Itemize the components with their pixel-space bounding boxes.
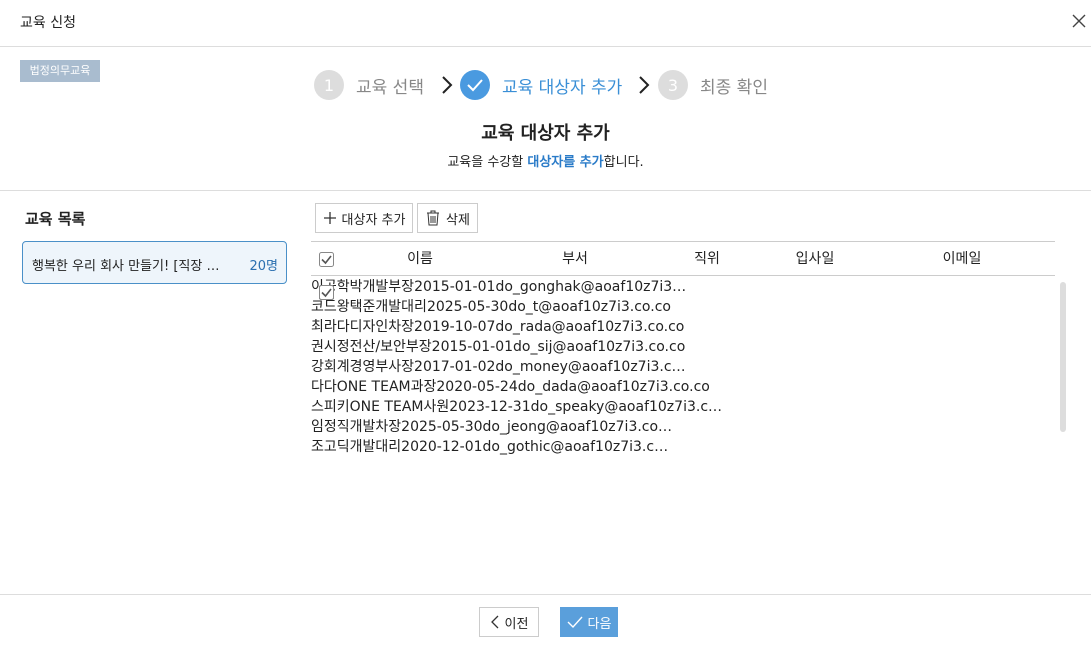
table-row[interactable]: 코드왕택준개발대리2025-05-30do_t@aoaf10z7i3.co.co bbox=[311, 285, 1055, 316]
cell: 부장 bbox=[405, 339, 432, 355]
cell: 조고딕 bbox=[311, 439, 350, 455]
cell: do_speaky@aoaf10z7i3.c… bbox=[530, 399, 723, 415]
dialog-title: 교육 신청 bbox=[20, 15, 76, 31]
cell: 개발 bbox=[375, 299, 402, 315]
delete-button[interactable]: 삭제 bbox=[417, 203, 478, 233]
text-bold: 대상자를 추가 bbox=[527, 155, 604, 170]
cell: 경영 bbox=[349, 359, 376, 375]
cell: do_money@aoaf10z7i3.c… bbox=[495, 359, 686, 375]
column-header: 이메일 bbox=[942, 251, 982, 267]
course-item[interactable]: 행복한 우리 회사 만들기! [직장 … 20명 bbox=[22, 241, 287, 284]
cell: 임정직 bbox=[311, 419, 350, 435]
cell: 차장 bbox=[375, 419, 402, 435]
label: 다음 bbox=[587, 616, 612, 632]
step-check bbox=[460, 70, 490, 100]
cell: 개발 bbox=[349, 439, 376, 455]
table-row[interactable]: 스피키ONE TEAM사원2023-12-31do_speaky@aoaf10z… bbox=[311, 285, 1055, 416]
cell: 최라다 bbox=[311, 319, 350, 335]
cell: do_dada@aoaf10z7i3.co.co bbox=[517, 379, 710, 395]
label: 이전 bbox=[504, 616, 529, 632]
cell: 전산/보안 bbox=[349, 339, 406, 355]
cell: 2015-01-01 bbox=[414, 279, 496, 295]
cell: 2025-05-30 bbox=[426, 299, 509, 315]
column-header: 이름 bbox=[407, 251, 433, 267]
cell: do_rada@aoaf10z7i3.co.co bbox=[495, 319, 685, 335]
chevron bbox=[442, 76, 453, 94]
cell: 2025-05-30 bbox=[401, 419, 483, 435]
cell: 2020-12-01 bbox=[401, 439, 483, 455]
label: 대상자 추가 bbox=[341, 212, 406, 228]
close-button[interactable] bbox=[1071, 13, 1087, 29]
table-row[interactable]: 권시정전산/보안부장2015-01-01do_sij@aoaf10z7i3.co… bbox=[311, 285, 1055, 356]
cell: 권시정 bbox=[311, 339, 350, 355]
checkbox[interactable] bbox=[319, 285, 334, 304]
table-row[interactable]: 이공학박개발부장2015-01-01do_gonghak@aoaf10z7i3… bbox=[311, 276, 1055, 300]
checkbox[interactable] bbox=[319, 252, 334, 271]
prev-button[interactable]: 이전 bbox=[479, 607, 539, 637]
step: 1 교육 선택 bbox=[314, 70, 424, 100]
cell: do_t@aoaf10z7i3.co.co bbox=[508, 299, 671, 315]
cell: 대리 bbox=[375, 439, 402, 455]
column-header: 직위 bbox=[694, 251, 720, 267]
cell: 개발 bbox=[362, 279, 389, 295]
label: 삭제 bbox=[446, 212, 470, 228]
step-number: 3 bbox=[658, 70, 688, 100]
cell: 다다 bbox=[311, 379, 337, 395]
course-name: 행복한 우리 회사 만들기! [직장 … bbox=[32, 259, 220, 274]
cell: 2015-01-01 bbox=[431, 339, 514, 355]
step-label: 교육 선택 bbox=[356, 77, 424, 98]
step-number: 1 bbox=[314, 70, 344, 100]
cell: 개발 bbox=[349, 419, 376, 435]
step-label: 최종 확인 bbox=[700, 77, 768, 98]
cell: 부사장 bbox=[375, 359, 415, 375]
cell: 디자인 bbox=[349, 319, 389, 335]
course-count: 20명 bbox=[249, 259, 278, 274]
column-header: 부서 bbox=[562, 251, 588, 267]
cell: do_sij@aoaf10z7i3.co.co bbox=[513, 339, 686, 355]
cell: 차장 bbox=[388, 319, 415, 335]
text: 교육을 수강할 bbox=[447, 155, 528, 170]
step: 교육 대상자 추가 bbox=[460, 70, 622, 100]
table-row[interactable]: 조고딕개발대리2020-12-01do_gothic@aoaf10z7i3.c… bbox=[311, 285, 1055, 456]
scrollbar bbox=[1060, 282, 1066, 432]
cell: ONE TEAM bbox=[349, 399, 424, 415]
table-row[interactable]: 강회계경영부사장2017-01-02do_money@aoaf10z7i3.c… bbox=[311, 285, 1055, 376]
step-label: 교육 대상자 추가 bbox=[502, 77, 623, 98]
table-row[interactable]: 다다ONE TEAM과장2020-05-24do_dada@aoaf10z7i3… bbox=[311, 285, 1055, 396]
list-title: 교육 목록 bbox=[25, 210, 86, 228]
cell: do_gothic@aoaf10z7i3.c… bbox=[482, 439, 669, 455]
table-header: 이름 부서 직위 입사일 이메일 bbox=[311, 241, 1055, 276]
cell: 2020-05-24 bbox=[436, 379, 518, 395]
cell: 사원 bbox=[423, 399, 450, 415]
text: 합니다. bbox=[603, 155, 644, 170]
table-body: 이공학박개발부장2015-01-01do_gonghak@aoaf10z7i3…… bbox=[311, 276, 1055, 581]
cell: 코드왕택준 bbox=[311, 299, 376, 315]
column-header: 입사일 bbox=[795, 251, 835, 267]
section-text: 교육을 수강할 대상자를 추가합니다. bbox=[0, 151, 1091, 170]
divider bbox=[0, 190, 1091, 191]
divider bbox=[0, 594, 1091, 595]
cell: do_jeong@aoaf10z7i3.co… bbox=[482, 419, 673, 435]
cell: 스피키 bbox=[311, 399, 350, 415]
cell: 2017-01-02 bbox=[414, 359, 496, 375]
table-row[interactable]: 최라다디자인차장2019-10-07do_rada@aoaf10z7i3.co.… bbox=[311, 285, 1055, 336]
cell: 2019-10-07 bbox=[414, 319, 496, 335]
header: 교육 신청 bbox=[0, 0, 1091, 47]
cell: 강회계 bbox=[311, 359, 350, 375]
cell: do_gonghak@aoaf10z7i3… bbox=[495, 279, 687, 295]
cell: 부장 bbox=[388, 279, 415, 295]
section-title: 교육 대상자 추가 bbox=[481, 123, 610, 144]
cell: 2023-12-31 bbox=[449, 399, 531, 415]
chevron bbox=[639, 76, 650, 94]
cell: 과장 bbox=[410, 379, 437, 395]
cell: ONE TEAM bbox=[336, 379, 411, 395]
step: 3 최종 확인 bbox=[658, 70, 768, 100]
cell: 대리 bbox=[401, 299, 427, 315]
table-row[interactable]: 임정직개발차장2025-05-30do_jeong@aoaf10z7i3.co… bbox=[311, 285, 1055, 436]
badge: 법정의무교육 bbox=[20, 60, 100, 82]
next-button[interactable]: 다음 bbox=[560, 607, 618, 637]
add-button[interactable]: 대상자 추가 bbox=[315, 203, 413, 233]
